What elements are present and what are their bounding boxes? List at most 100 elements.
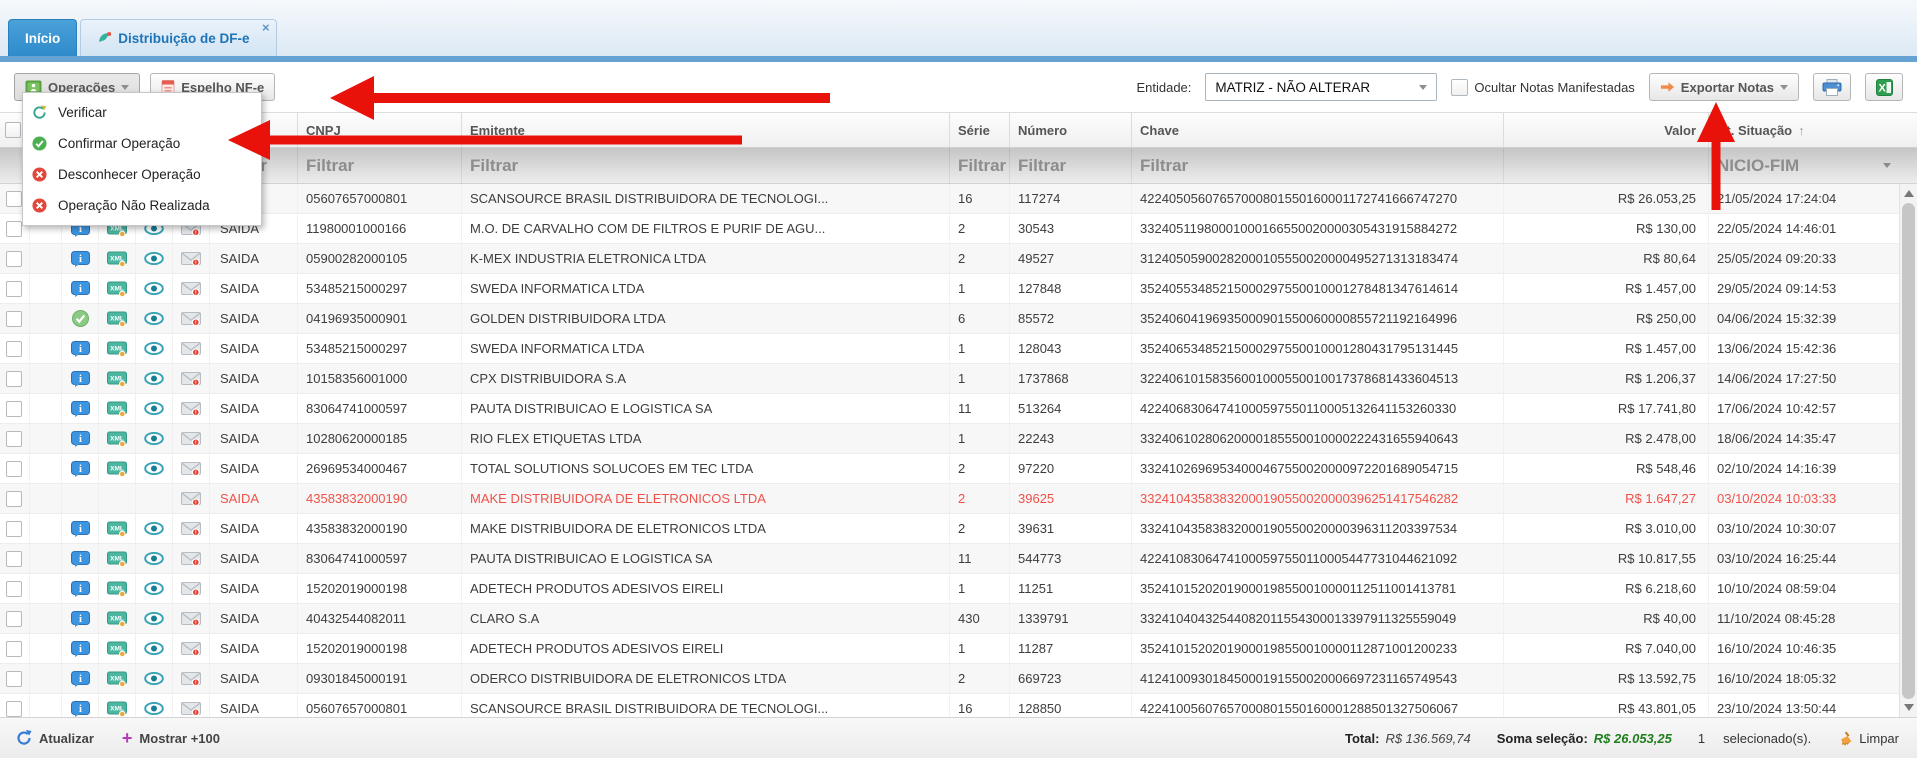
xml-icon[interactable]: XML <box>107 371 127 387</box>
info-icon[interactable]: i <box>70 280 90 297</box>
xml-icon[interactable]: XML <box>107 431 127 447</box>
mail-alert-icon[interactable]: ! <box>181 491 201 506</box>
eye-icon[interactable] <box>144 252 164 265</box>
row-checkbox[interactable] <box>6 700 22 717</box>
confirmed-icon[interactable] <box>71 310 89 327</box>
scroll-down-icon[interactable] <box>1904 704 1914 711</box>
menu-item[interactable]: Verificar <box>23 97 261 128</box>
info-icon[interactable]: i <box>70 460 90 477</box>
eye-icon[interactable] <box>144 612 164 625</box>
row-checkbox[interactable] <box>6 370 22 387</box>
filter-emitente[interactable]: Filtrar <box>462 148 950 183</box>
row-checkbox[interactable] <box>6 190 22 207</box>
atualizar-button[interactable]: Atualizar <box>16 730 94 746</box>
mail-alert-icon[interactable]: ! <box>181 521 201 536</box>
mail-alert-icon[interactable]: ! <box>181 401 201 416</box>
header-valor[interactable]: Valor <box>1504 113 1709 147</box>
eye-icon[interactable] <box>144 672 164 685</box>
info-icon[interactable]: i <box>70 700 90 717</box>
table-row[interactable]: i XML! SAIDA 53485215000297 SWEDA INFORMATIC… <box>0 334 1899 364</box>
info-icon[interactable]: i <box>70 550 90 567</box>
xml-icon[interactable]: XML <box>107 521 127 537</box>
row-checkbox[interactable] <box>6 490 22 507</box>
info-icon[interactable]: i <box>70 250 90 267</box>
eye-icon[interactable] <box>144 552 164 565</box>
table-row[interactable]: ! SAIDA 43583832000190 MAKE DISTRIBUIDORA D… <box>0 484 1899 514</box>
row-checkbox[interactable] <box>6 580 22 597</box>
mail-alert-icon[interactable]: ! <box>181 371 201 386</box>
mail-alert-icon[interactable]: ! <box>181 251 201 266</box>
info-icon[interactable]: i <box>70 520 90 537</box>
filter-cnpj[interactable]: Filtrar <box>298 148 462 183</box>
table-row[interactable]: i XML! SAIDA 10280620000185 RIO FLEX ETIQUET… <box>0 424 1899 454</box>
mail-alert-icon[interactable]: ! <box>181 431 201 446</box>
info-icon[interactable]: i <box>70 400 90 417</box>
info-icon[interactable]: i <box>70 580 90 597</box>
eye-icon[interactable] <box>144 462 164 475</box>
info-icon[interactable]: i <box>70 640 90 657</box>
filter-serie[interactable]: Filtrar <box>950 148 1010 183</box>
row-checkbox[interactable] <box>6 340 22 357</box>
header-serie[interactable]: Série <box>950 113 1010 147</box>
mostrar-100-button[interactable]: + Mostrar +100 <box>121 728 220 748</box>
info-icon[interactable]: i <box>70 370 90 387</box>
info-icon[interactable]: i <box>70 340 90 357</box>
mail-alert-icon[interactable]: ! <box>181 281 201 296</box>
scrollbar-thumb[interactable] <box>1902 203 1915 699</box>
ocultar-checkbox[interactable] <box>1451 78 1469 96</box>
row-checkbox[interactable] <box>6 250 22 267</box>
info-icon[interactable]: i <box>70 610 90 627</box>
eye-icon[interactable] <box>144 372 164 385</box>
header-emitente[interactable]: Emitente <box>462 113 950 147</box>
eye-icon[interactable] <box>144 402 164 415</box>
vertical-scrollbar[interactable] <box>1899 184 1917 717</box>
mail-alert-icon[interactable]: ! <box>181 341 201 356</box>
table-row[interactable]: i XML! SAIDA 26969534000467 TOTAL SOLUTIONS … <box>0 454 1899 484</box>
xml-icon[interactable]: XML <box>107 641 127 657</box>
table-row[interactable]: i XML! SAIDA 83064741000597 PAUTA DISTRIBUIC… <box>0 394 1899 424</box>
filter-dt[interactable]: NICIO-FIM <box>1709 148 1917 183</box>
table-row[interactable]: XML! SAIDA 04196935000901 GOLDEN DISTRIBUID… <box>0 304 1899 334</box>
row-checkbox[interactable] <box>6 610 22 627</box>
table-row[interactable]: i XML! SAIDA 15202019000198 ADETECH PRODUTOS… <box>0 574 1899 604</box>
table-row[interactable]: i XML! SAIDA 53485215000297 SWEDA INFORMATIC… <box>0 274 1899 304</box>
eye-icon[interactable] <box>144 582 164 595</box>
row-checkbox[interactable] <box>6 640 22 657</box>
menu-item[interactable]: Desconhecer Operação <box>23 159 261 190</box>
mail-alert-icon[interactable]: ! <box>181 641 201 656</box>
row-checkbox[interactable] <box>6 670 22 687</box>
header-chave[interactable]: Chave <box>1132 113 1504 147</box>
mail-alert-icon[interactable]: ! <box>181 611 201 626</box>
filter-numero[interactable]: Filtrar <box>1010 148 1132 183</box>
table-row[interactable]: i XML! SAIDA 09301845000191 ODERCO DISTRIBUI… <box>0 664 1899 694</box>
filter-valor[interactable] <box>1504 148 1709 183</box>
eye-icon[interactable] <box>144 642 164 655</box>
limpar-button[interactable]: Limpar <box>1837 731 1899 746</box>
info-icon[interactable]: i <box>70 670 90 687</box>
row-checkbox[interactable] <box>6 550 22 567</box>
header-numero[interactable]: Número <box>1010 113 1132 147</box>
eye-icon[interactable] <box>144 342 164 355</box>
xml-icon[interactable]: XML <box>107 551 127 567</box>
filter-menu-icon[interactable] <box>1883 163 1891 168</box>
table-row[interactable]: i XML! SAIDA 05900282000105 K-MEX INDUSTRIA … <box>0 244 1899 274</box>
mail-alert-icon[interactable]: ! <box>181 551 201 566</box>
row-checkbox[interactable] <box>6 520 22 537</box>
xml-icon[interactable]: XML <box>107 701 127 717</box>
row-checkbox[interactable] <box>6 280 22 297</box>
xml-icon[interactable]: XML <box>107 611 127 627</box>
mail-alert-icon[interactable]: ! <box>181 671 201 686</box>
header-cnpj[interactable]: CNPJ <box>298 113 462 147</box>
table-row[interactable]: i XML! SAIDA 40432544082011 CLARO S.A 430 1339… <box>0 604 1899 634</box>
mail-alert-icon[interactable]: ! <box>181 311 201 326</box>
tab-inicio[interactable]: Início <box>8 19 78 56</box>
eye-icon[interactable] <box>144 522 164 535</box>
row-checkbox[interactable] <box>6 310 22 327</box>
print-button[interactable] <box>1813 73 1851 101</box>
scroll-up-icon[interactable] <box>1904 190 1914 197</box>
xml-icon[interactable]: XML <box>107 461 127 477</box>
xml-icon[interactable]: XML <box>107 671 127 687</box>
filter-chave[interactable]: Filtrar <box>1132 148 1504 183</box>
xml-icon[interactable]: XML <box>107 281 127 297</box>
mail-alert-icon[interactable]: ! <box>181 461 201 476</box>
